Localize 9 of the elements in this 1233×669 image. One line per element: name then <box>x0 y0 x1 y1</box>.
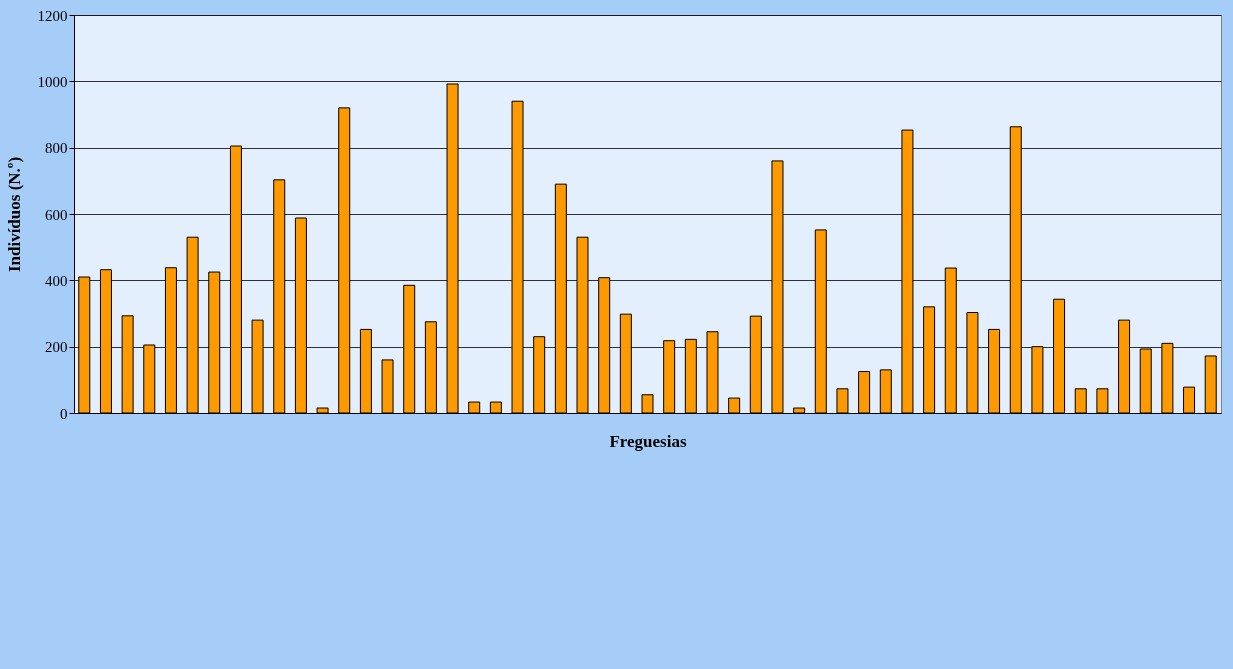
x-axis-title: Freguesias <box>609 431 687 451</box>
y-tick-label: 1000 <box>37 73 68 90</box>
y-tick-label: 400 <box>45 272 68 289</box>
y-tick-label: 800 <box>45 140 68 157</box>
y-tick-label: 600 <box>45 206 68 223</box>
y-tick-label: 200 <box>45 339 68 356</box>
y-tick-label: 0 <box>60 405 68 422</box>
y-tick-label: 1200 <box>37 7 68 24</box>
y-axis-title: Indivíduos (N.º) <box>4 156 24 273</box>
